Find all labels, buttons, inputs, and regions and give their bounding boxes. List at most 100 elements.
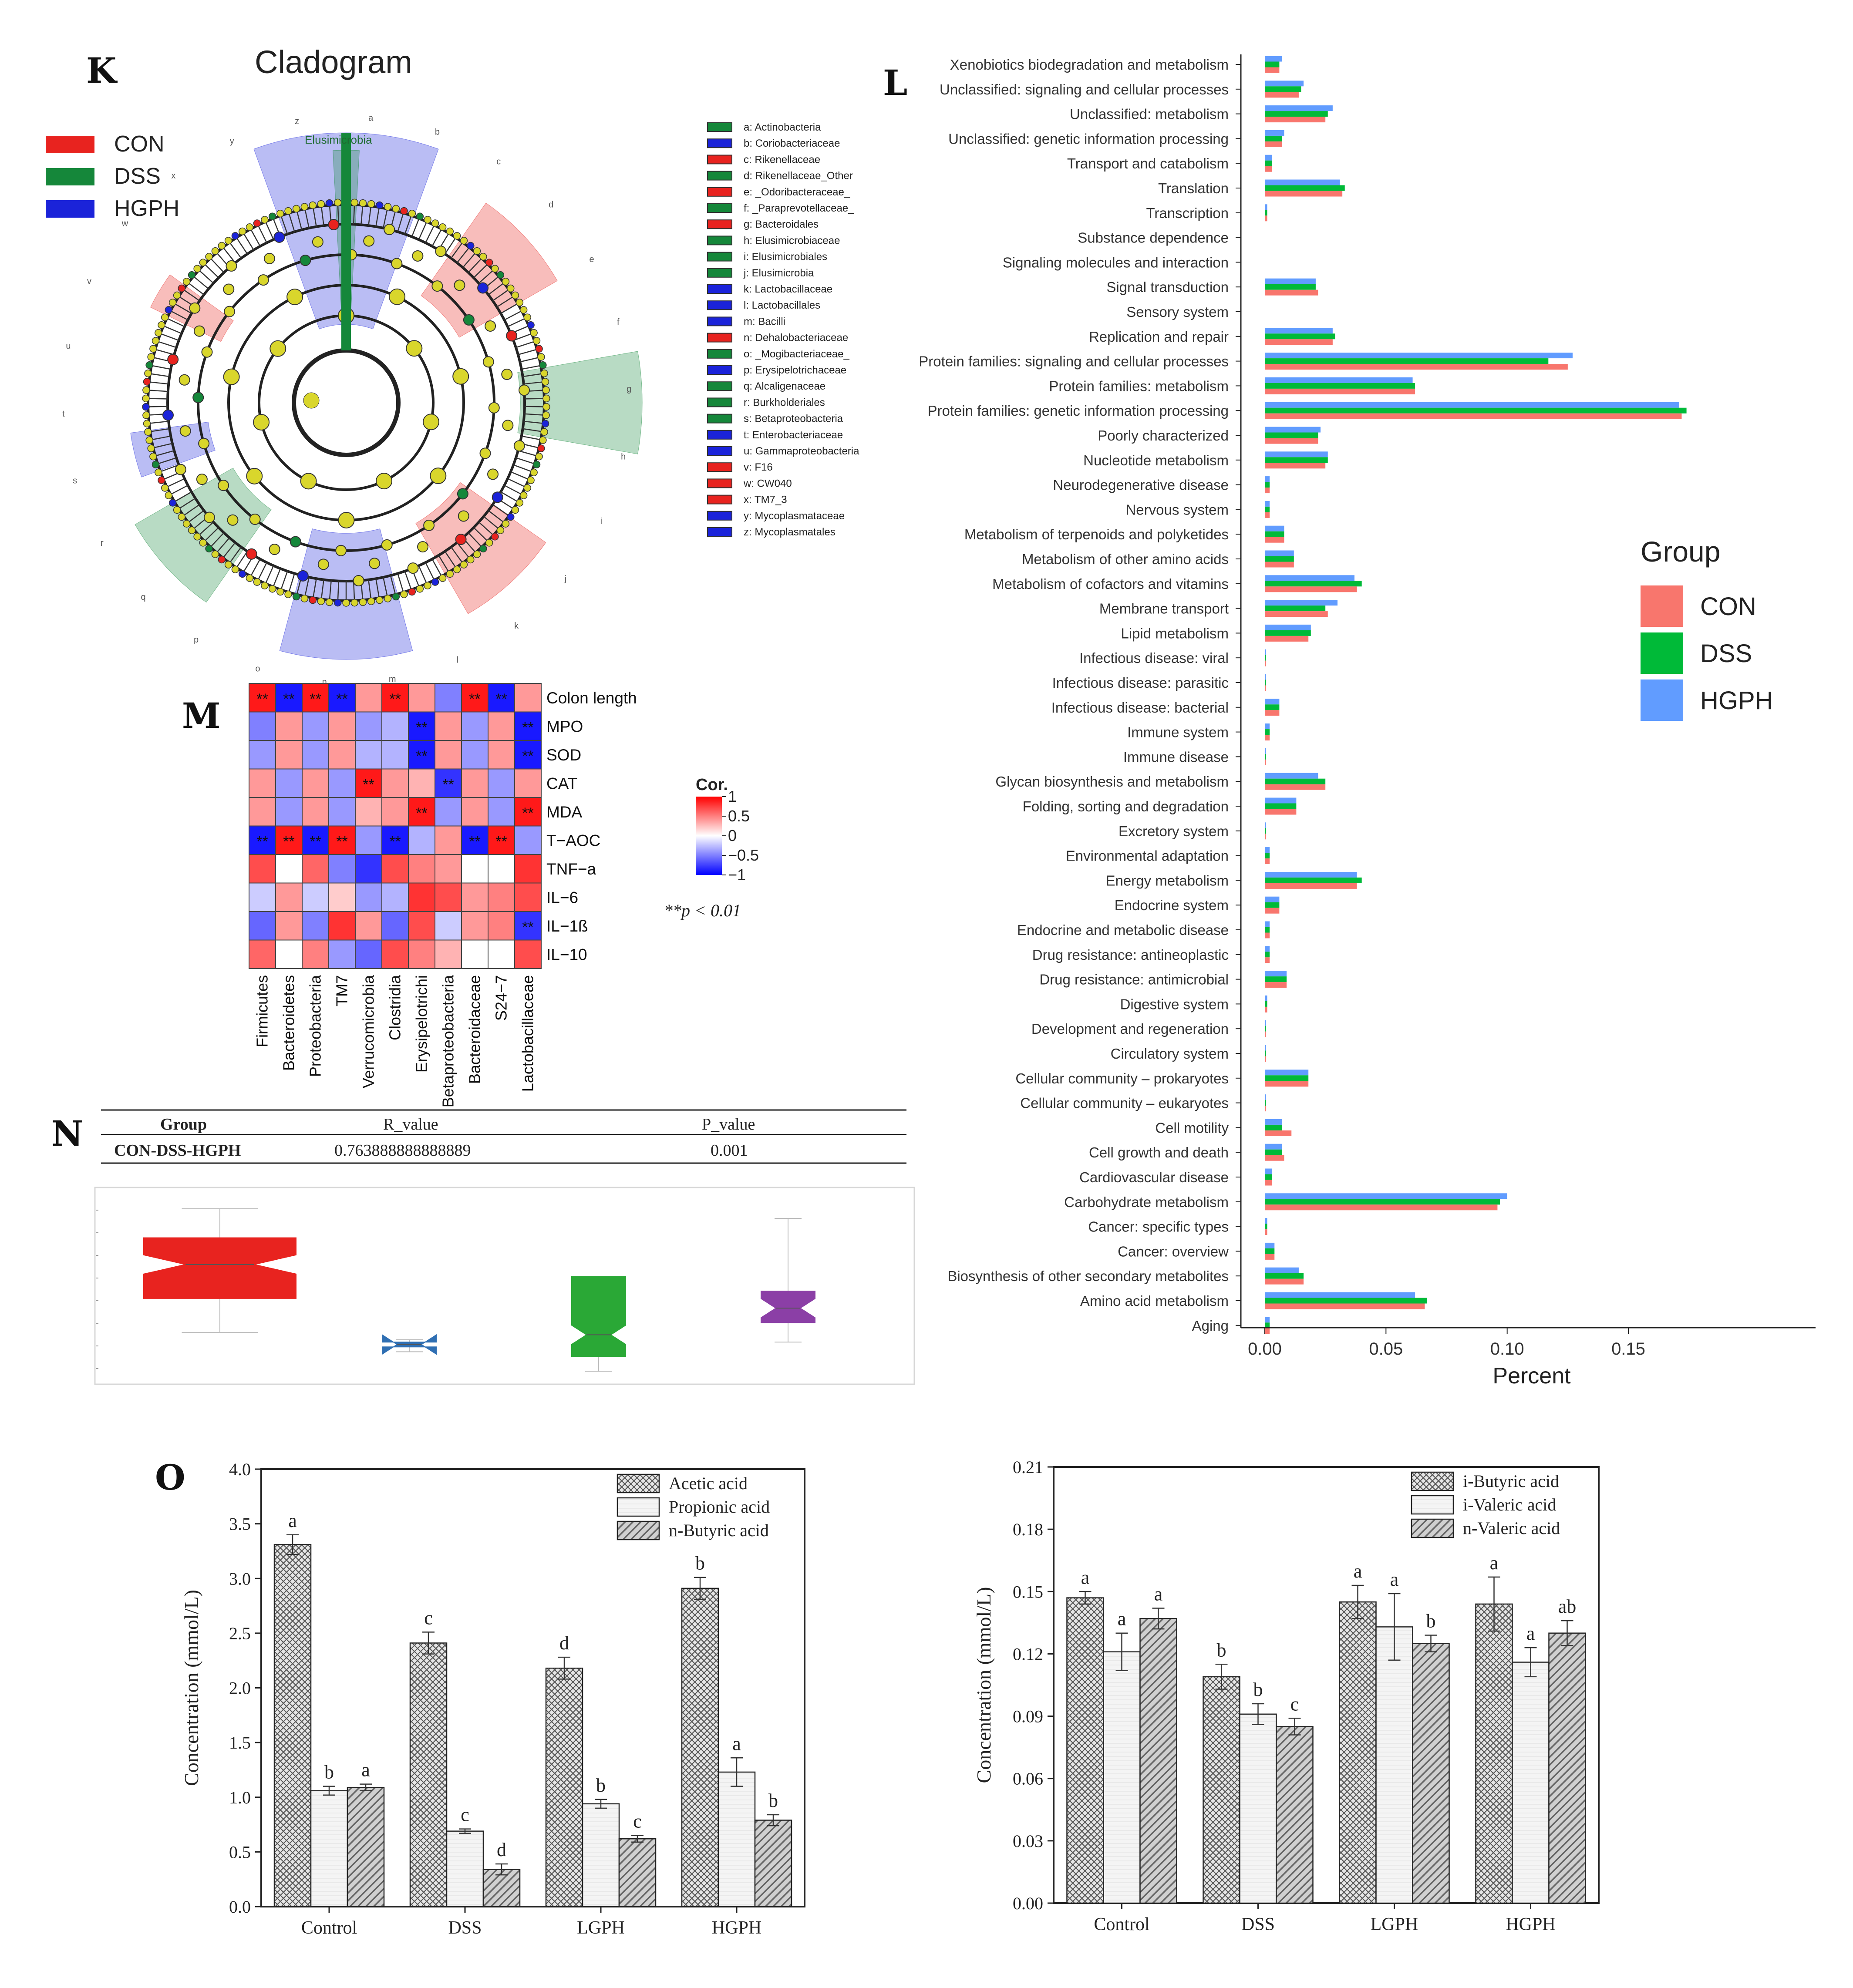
kegg-bar-hgph [1265,699,1280,705]
leaf-node [491,265,499,272]
scfa-bar [1339,1601,1377,1904]
kegg-category-label: Glycan biosynthesis and metabolism [995,774,1229,790]
clade-branch [257,225,267,243]
kegg-category-label: Cellular community – prokaryotes [1015,1070,1229,1087]
panel-letter-o: O [155,1457,185,1498]
taxa-label: f: _Paraprevotellaceae_ [744,202,854,214]
scfa-sig-letter: a [1490,1552,1499,1574]
clade-branch [513,464,532,472]
kegg-bar-dss [1265,185,1345,191]
heatmap-row-label: TNF−a [546,860,596,878]
heatmap-cell [435,882,462,912]
clade-branch [150,428,170,432]
heatmap-cell [514,740,542,770]
kegg-bar-dss [1265,1174,1272,1180]
heatmap-cell [514,882,542,912]
clade-node [412,250,424,262]
kegg-category-label: Lipid metabolism [1121,625,1229,641]
kegg-bar-dss [1265,828,1266,834]
leaf-node [155,329,162,337]
clade-branch [288,213,295,232]
scfa-bar [1239,1713,1277,1904]
heatmap-cell [381,740,409,770]
leaf-node [231,565,239,573]
taxa-label: y: Mycoplasmataceae [744,510,845,522]
clade-branch [425,225,435,243]
clade-branch [204,263,219,279]
clade-sector-letter: m [389,674,396,684]
scfa-bar [1276,1726,1314,1904]
kegg-category-label: Unclassified: metabolism [1070,106,1229,122]
clade-node-inner [338,511,355,528]
scfa-legend-label: n-Butyric acid [669,1520,769,1540]
clade-branch [216,537,230,553]
kegg-bar-con [1265,67,1280,73]
clade-branch [280,215,288,235]
scfa-bar [1512,1662,1550,1904]
scfa-y-tick-label: 0.03 [1013,1831,1043,1851]
clade-branch [375,207,380,227]
clade-node-inner [430,468,447,484]
cladogram-wheel: a b c d e f g h i j k l m n o p q r s t u v w x y z [62,113,643,687]
taxa-label: u: Gammaproteobacteria [744,445,859,457]
clade-node [485,320,496,332]
heatmap-cell [408,825,435,855]
heatmap-row-label: Colon length [546,689,637,707]
table-cell-p: 0.001 [711,1141,748,1160]
scfa-bar [347,1786,385,1907]
clade-branch [183,289,200,302]
kegg-category-label: Cell growth and death [1089,1144,1229,1161]
leaf-node [424,582,431,589]
clade-branch [170,310,189,321]
clade-branch [390,575,396,595]
heatmap-cell [435,854,462,884]
leaf-node [537,444,545,452]
kegg-legend-label-hgph: HGPH [1700,686,1773,715]
scfa-y-label: Concentration (mmol/L) [180,1590,202,1786]
scfa-sig-letter: a [1526,1623,1535,1644]
clade-branch [222,542,236,558]
kegg-category-label: Signaling molecules and interaction [1003,254,1229,270]
scfa-y-label: Concentration (mmol/L) [973,1587,995,1783]
kegg-legend-swatch-con [1641,585,1683,627]
clade-branch [483,516,499,529]
heatmap-cell [461,882,489,912]
taxa-swatch [707,462,732,472]
heatmap-sig-mark: ** [495,691,507,707]
scfa-y-tick-label: 0.12 [1013,1644,1043,1664]
clade-branch [468,258,482,273]
heatmap-col-label: Lactobacillaceae [519,975,537,1092]
heatmap-col-label: Proteobacteria [307,975,324,1077]
kegg-bar-hgph [1265,1242,1275,1248]
clade-branch [518,450,537,457]
heatmap-cell [302,911,329,941]
kegg-bar-hgph [1265,56,1282,62]
panel-letter-k: K [86,50,118,91]
taxa-label: a: Actinobacteria [744,121,821,133]
heatmap-cell [461,711,489,741]
leaf-node [350,599,359,607]
taxa-swatch [707,333,732,343]
leaf-node [424,216,431,224]
leaf-node [496,271,505,279]
scfa-x-tick-label: LGPH [577,1918,625,1938]
leaf-node [144,428,152,436]
heatmap-cell [328,768,356,798]
kegg-category-label: Membrane transport [1099,601,1229,617]
leaf-node [284,590,292,599]
leaf-node [491,533,499,541]
kegg-legend-label-con: CON [1700,592,1756,621]
clade-branch [170,484,189,495]
table-header-group: Group [160,1115,207,1134]
kegg-bar-con [1265,191,1343,197]
clade-branch [456,247,470,263]
kegg-bar-con [1265,784,1326,790]
taxa-label: j: Elusimicrobia [743,267,814,279]
kegg-bar-dss [1265,927,1270,933]
kegg-bar-hgph [1265,1267,1299,1273]
scfa-y-tick-label: 4.0 [229,1460,251,1479]
kegg-category-label: Replication and repair [1089,329,1229,345]
cladogram-panel: Cladogram CON DSS HGPH a b c d e f g h i j k l m n o p q r s… [46,44,859,687]
leaf-node [539,361,547,369]
kegg-bar-dss [1265,1199,1500,1205]
